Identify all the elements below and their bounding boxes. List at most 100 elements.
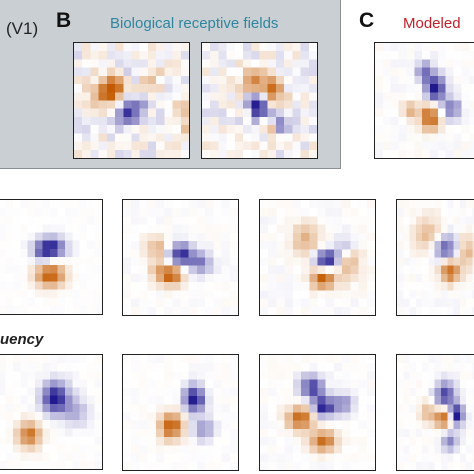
rf-pixel — [397, 371, 404, 380]
rf-pixel — [106, 67, 116, 77]
rf-pixel — [284, 200, 294, 209]
rf-pixel — [428, 290, 435, 299]
rf-pixel — [434, 420, 442, 430]
rf-pixel — [415, 232, 423, 242]
rf-pixel — [342, 249, 351, 258]
rf-pixel — [366, 363, 375, 372]
rf-pixel — [50, 363, 58, 372]
rf-pixel — [366, 379, 375, 389]
rf-pixel — [123, 200, 132, 209]
rf-pixel — [268, 290, 277, 299]
rf-pixel — [409, 461, 416, 470]
rf-pixel — [260, 420, 269, 430]
rf-pixel — [42, 224, 51, 233]
rf-pixel — [403, 461, 410, 470]
rf-pixel — [434, 379, 442, 389]
rf-pixel — [64, 305, 73, 314]
rf-pixel — [382, 125, 391, 134]
rf-pixel — [459, 355, 467, 364]
rf-pixel — [292, 363, 302, 372]
rf-pixel — [325, 241, 335, 250]
rf-pixel — [147, 282, 157, 291]
rf-pixel — [453, 67, 462, 77]
rf-pixel — [139, 445, 148, 454]
rf-pixel — [466, 437, 473, 446]
rf-pixel — [72, 371, 80, 380]
rf-pixel — [390, 43, 399, 52]
rf-pixel — [123, 412, 132, 421]
rf-pixel — [131, 43, 140, 52]
rf-pixel — [447, 363, 454, 372]
rf-pixel — [415, 273, 423, 283]
rf-pixel — [72, 395, 80, 405]
rf-pixel — [164, 116, 173, 126]
rf-pixel — [205, 437, 214, 446]
rf-pixel — [325, 371, 335, 380]
rf-pixel — [428, 371, 435, 380]
rf-pixel — [251, 100, 260, 109]
rf-pixel — [276, 379, 285, 389]
rf-pixel — [229, 379, 238, 389]
rf-pixel — [82, 43, 91, 52]
rf-pixel — [276, 208, 285, 217]
rf-pixel — [172, 116, 181, 126]
rf-pixel — [406, 84, 415, 93]
rf-pixel — [0, 460, 6, 469]
rf-pixel — [350, 445, 359, 454]
rf-pixel — [415, 208, 423, 217]
rf-pixel — [123, 67, 132, 77]
rf-pixel — [12, 436, 21, 445]
rf-pixel — [72, 257, 80, 266]
rf-pixel — [196, 461, 206, 470]
rf-pixel — [180, 92, 189, 101]
rf-pixel — [459, 428, 467, 438]
rf-pixel — [309, 420, 318, 430]
rf-pixel — [325, 396, 335, 405]
rf-pixel — [375, 84, 384, 93]
rf-pixel — [42, 281, 51, 290]
rf-pixel — [292, 453, 302, 462]
rf-pixel — [414, 43, 423, 52]
rf-pixel — [260, 208, 269, 217]
rf-pixel — [5, 289, 14, 298]
rf-pixel — [309, 224, 318, 234]
rf-pixel — [94, 200, 102, 209]
rf-pixel — [229, 355, 238, 364]
rf-pixel — [42, 200, 51, 209]
rf-pixel — [221, 445, 230, 454]
rf-pixel — [441, 257, 448, 266]
rf-pixel — [64, 379, 73, 388]
rf-pixel — [447, 298, 454, 307]
rf-pixel — [268, 273, 277, 283]
rf-pixel — [131, 428, 140, 438]
rf-pixel — [0, 297, 6, 307]
rf-pixel — [333, 387, 343, 397]
rf-pixel — [98, 141, 108, 150]
rf-pixel — [453, 51, 462, 60]
rf-pixel — [139, 200, 148, 209]
rf-pixel — [403, 282, 410, 291]
rf-pixel — [155, 437, 165, 446]
rf-pixel — [27, 289, 36, 298]
rf-pixel — [90, 43, 99, 52]
rf-pixel — [123, 396, 132, 405]
rf-pixel — [64, 395, 73, 405]
rf-pixel — [12, 305, 21, 314]
rf-pixel — [382, 75, 391, 85]
rf-pixel — [27, 395, 36, 405]
rf-pixel — [428, 420, 435, 430]
rf-pixel — [292, 149, 301, 158]
rf-pixel — [422, 67, 431, 77]
rf-pixel — [459, 200, 467, 209]
rf-pixel — [20, 387, 28, 396]
rf-pixel — [205, 273, 214, 283]
rf-pixel — [409, 379, 416, 389]
rf-pixel — [196, 216, 206, 225]
rf-pixel — [441, 200, 448, 209]
rf-pixel — [453, 428, 460, 438]
rf-pixel — [147, 75, 157, 85]
rf-pixel — [466, 428, 473, 438]
rf-pixel — [0, 412, 6, 421]
rf-pixel — [64, 265, 73, 274]
rf-pixel — [196, 224, 206, 234]
